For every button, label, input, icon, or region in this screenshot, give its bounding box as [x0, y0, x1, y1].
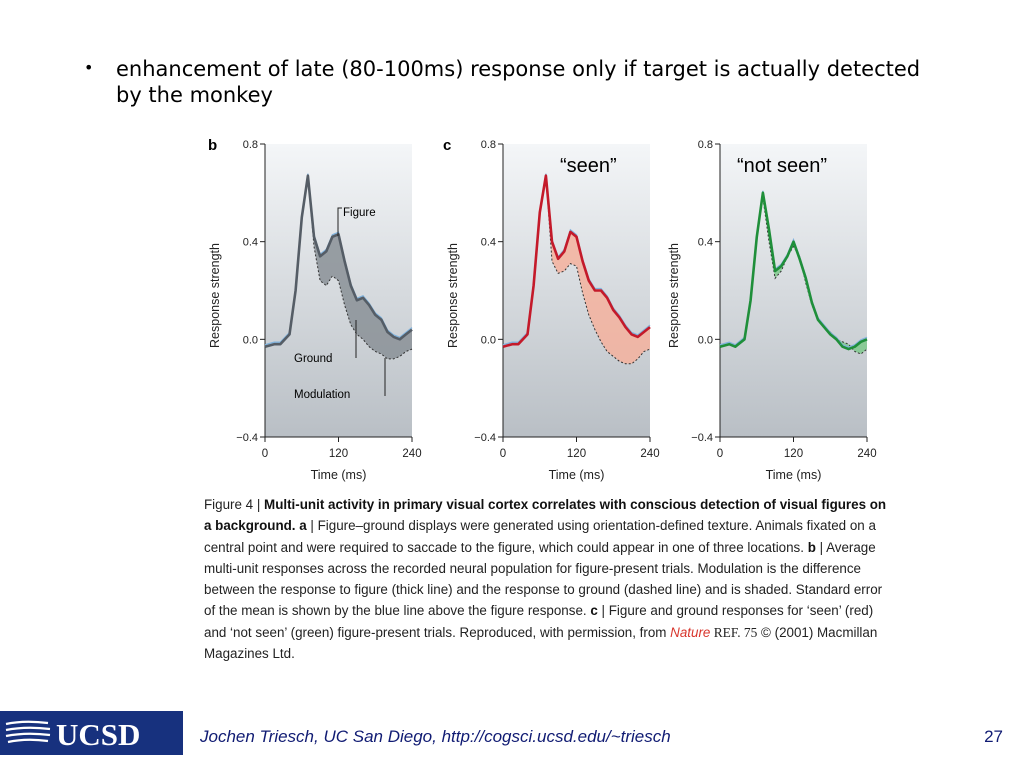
bullet-symbol: • — [84, 58, 94, 77]
caption-tail: © (2001) Macmillan Magazines Ltd. — [204, 624, 878, 662]
caption-fig-label: Figure 4 | — [204, 497, 265, 512]
b-y-axis-label: Response strength — [208, 243, 222, 348]
b-y-tick-label: 0.4 — [243, 237, 258, 249]
caption-nature: Nature — [670, 624, 711, 640]
c-seen-modulation-area — [503, 175, 650, 364]
c-seen-plot-background — [503, 144, 650, 437]
footer-attribution: Jochen Triesch, UC San Diego, http://cog… — [200, 727, 671, 746]
c-not-seen-figure-line — [719, 191, 868, 351]
annotation-figure-leader — [337, 207, 342, 236]
c-not-seen-y-tick-label: −0.4 — [691, 432, 713, 444]
caption-part-a: | Figure–ground displays were generated … — [204, 518, 876, 555]
c-seen-x-tick-label: 0 — [500, 448, 506, 460]
ucsd-logo-mark: UCSD — [5, 717, 140, 752]
c-not-seen-x-tick-label: 240 — [857, 448, 876, 460]
ucsd-logo: UCSD — [0, 711, 183, 755]
figure-caption: Figure 4 | Multi-unit activity in primar… — [204, 494, 894, 664]
c-not-seen-y-tick-label: 0.4 — [698, 237, 713, 249]
b-x-axis-label: Time (ms) — [311, 468, 367, 482]
caption-ref: REF. 75 — [710, 624, 758, 640]
b-y-tick-label: 0.8 — [243, 139, 258, 151]
c-not-seen-plot-background — [720, 144, 867, 437]
c-not-seen-y-axis-label: Response strength — [667, 243, 681, 348]
b-modulation-area — [265, 175, 412, 359]
caption-title: Multi-unit activity in primary visual co… — [204, 497, 887, 534]
c-seen-figure-line — [502, 174, 651, 348]
c-seen-y-tick-label: 0.0 — [481, 334, 496, 346]
annotation-ground: Ground — [294, 353, 332, 365]
c-seen-x-tick-label: 240 — [640, 448, 659, 460]
seen-label: “seen” — [560, 155, 617, 177]
caption-b: b — [807, 539, 816, 555]
c-not-seen-y-tick-label: 0.8 — [698, 139, 713, 151]
caption-part-b: | Average multi-unit responses across th… — [204, 539, 883, 619]
c-seen-y-tick-label: 0.4 — [481, 237, 496, 249]
caption-part-c: | Figure and ground responses for ‘seen’… — [204, 603, 874, 640]
c-seen-y-axis-label: Response strength — [446, 243, 460, 348]
caption-c: c — [590, 603, 598, 619]
page-number: 27 — [984, 727, 1003, 746]
bullet-text: enhancement of late (80-100ms) response … — [116, 57, 921, 107]
panel-b-letter: b — [208, 137, 217, 154]
c-seen-ground-line — [502, 175, 651, 365]
c-seen-x-axis-label: Time (ms) — [549, 468, 605, 482]
b-x-tick-label: 240 — [402, 448, 421, 460]
c-seen-y-tick-label: 0.8 — [481, 139, 496, 151]
annotation-figure: Figure — [343, 207, 376, 219]
not-seen-label: “not seen” — [737, 155, 827, 177]
c-not-seen-x-axis-label: Time (ms) — [766, 468, 822, 482]
c-not-seen-x-tick-label: 120 — [784, 448, 803, 460]
b-figure-line — [264, 174, 413, 348]
c-seen-x-tick-label: 120 — [567, 448, 586, 460]
b-plot-background — [265, 144, 412, 437]
c-seen-y-tick-label: −0.4 — [474, 432, 496, 444]
ucsd-logo-text: UCSD — [56, 717, 140, 752]
b-x-tick-label: 120 — [329, 448, 348, 460]
b-y-tick-label: −0.4 — [236, 432, 258, 444]
c-not-seen-x-tick-label: 0 — [717, 448, 723, 460]
panel-c-letter: c — [443, 137, 451, 154]
b-y-tick-label: 0.0 — [243, 334, 258, 346]
annotation-modulation: Modulation — [294, 389, 350, 401]
b-x-tick-label: 0 — [262, 448, 268, 460]
c-not-seen-y-tick-label: 0.0 — [698, 334, 713, 346]
